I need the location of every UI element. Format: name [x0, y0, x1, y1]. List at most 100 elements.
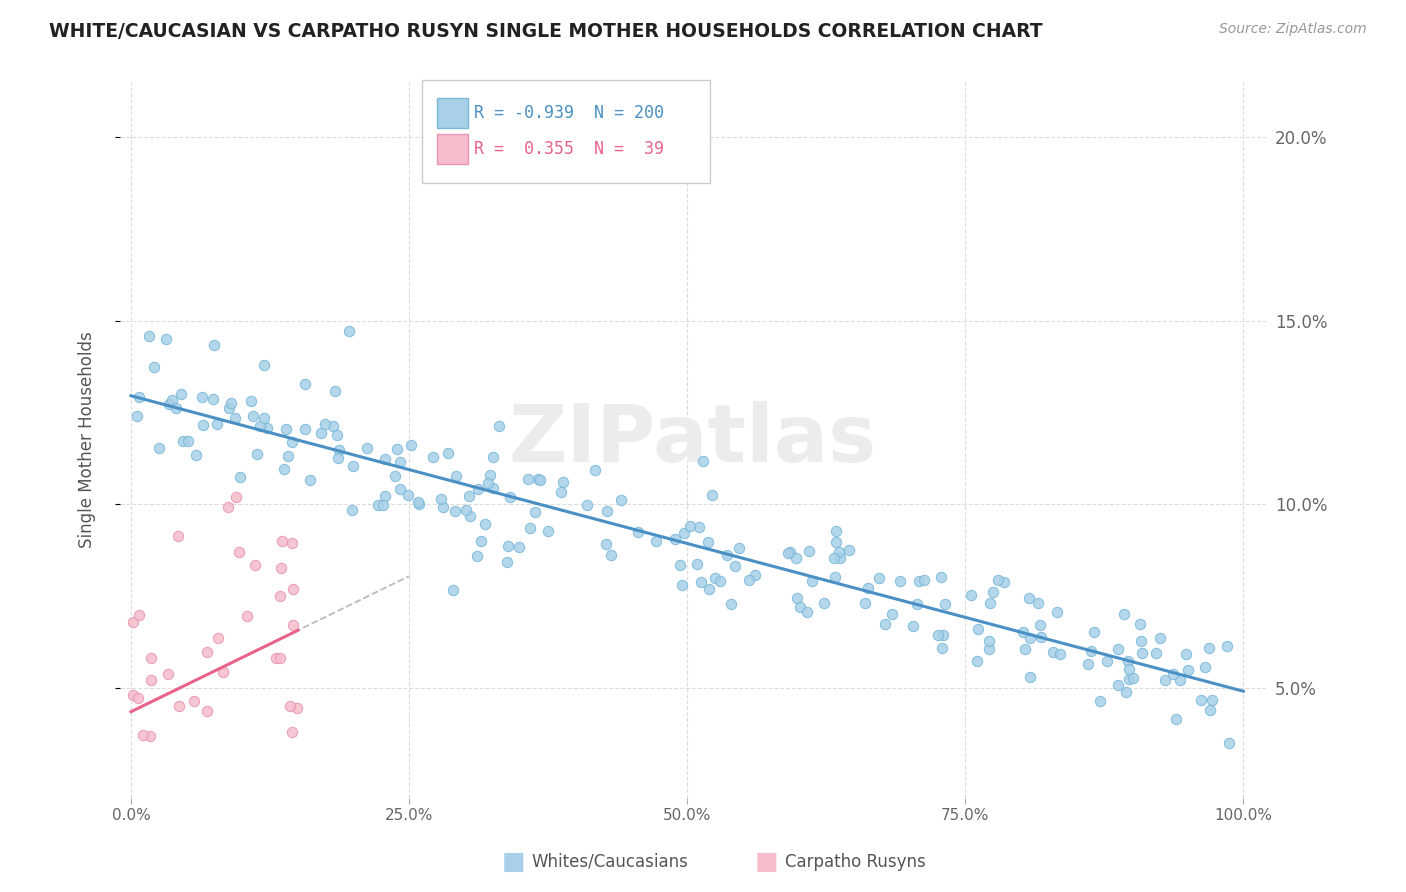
Point: [553, 475, 575, 489]
Point: [778, 546, 800, 560]
Point: [225, 490, 247, 504]
Point: [1018, 670, 1040, 684]
Text: ■: ■: [502, 850, 524, 873]
Point: [1164, 713, 1187, 727]
Point: [245, 558, 267, 572]
Point: [246, 448, 269, 462]
Point: [139, 673, 162, 687]
Point: [264, 651, 287, 665]
Point: [987, 573, 1010, 587]
Point: [785, 550, 807, 565]
Point: [744, 567, 766, 582]
Point: [1095, 654, 1118, 668]
Point: [966, 654, 988, 668]
Point: [408, 497, 430, 511]
Point: [1115, 685, 1137, 699]
Point: [679, 519, 702, 533]
Point: [1077, 657, 1099, 671]
Point: [474, 517, 496, 532]
Point: [993, 574, 1015, 589]
Point: [600, 548, 623, 562]
Point: [1107, 678, 1129, 692]
Point: [873, 617, 896, 632]
Point: [1118, 662, 1140, 676]
Text: ZIPatlas: ZIPatlas: [509, 401, 877, 479]
Point: [388, 455, 411, 469]
Point: [128, 608, 150, 623]
Point: [481, 481, 503, 495]
Point: [165, 401, 187, 415]
Point: [256, 421, 278, 435]
Point: [177, 434, 200, 449]
Point: [934, 597, 956, 611]
Point: [155, 332, 177, 346]
Text: R =  0.355  N =  39: R = 0.355 N = 39: [474, 140, 664, 158]
Point: [1012, 624, 1035, 639]
Point: [524, 506, 547, 520]
Text: Carpatho Rusyns: Carpatho Rusyns: [785, 853, 925, 871]
Point: [228, 470, 250, 484]
Point: [389, 483, 412, 497]
Point: [931, 640, 953, 655]
Point: [1049, 647, 1071, 661]
Point: [127, 691, 149, 706]
Point: [779, 545, 801, 559]
Point: [477, 475, 499, 490]
Point: [221, 396, 243, 410]
Point: [183, 694, 205, 708]
Point: [880, 607, 903, 622]
Point: [129, 809, 152, 823]
Point: [1080, 643, 1102, 657]
Point: [669, 558, 692, 573]
Point: [1046, 605, 1069, 619]
Point: [536, 524, 558, 538]
Point: [299, 473, 322, 487]
Point: [225, 809, 247, 823]
Point: [508, 541, 530, 555]
Point: [482, 450, 505, 465]
Point: [527, 473, 550, 487]
Point: [824, 524, 846, 539]
Point: [184, 448, 207, 462]
Point: [689, 575, 711, 590]
Point: [128, 391, 150, 405]
Point: [671, 578, 693, 592]
Point: [479, 467, 502, 482]
Point: [576, 498, 599, 512]
Point: [977, 641, 1000, 656]
Point: [195, 645, 218, 659]
Point: [281, 582, 304, 596]
Point: [1161, 667, 1184, 681]
Point: [314, 417, 336, 432]
Point: [432, 500, 454, 514]
Point: [371, 498, 394, 512]
Point: [458, 489, 481, 503]
Point: [470, 533, 492, 548]
Point: [240, 393, 263, 408]
Point: [685, 557, 707, 571]
Point: [789, 600, 811, 615]
Point: [270, 561, 292, 575]
Point: [167, 529, 190, 543]
Point: [868, 571, 890, 585]
Point: [1083, 624, 1105, 639]
Point: [202, 809, 225, 823]
Point: [342, 459, 364, 474]
Point: [122, 615, 145, 630]
Point: [309, 426, 332, 441]
Point: [853, 596, 876, 610]
Point: [907, 574, 929, 588]
Point: [737, 574, 759, 588]
Point: [356, 441, 378, 455]
Text: Whites/Caucasians: Whites/Caucasians: [531, 853, 689, 871]
Point: [384, 468, 406, 483]
Point: [1129, 616, 1152, 631]
Point: [1216, 640, 1239, 654]
Point: [249, 419, 271, 434]
Point: [269, 650, 291, 665]
Point: [824, 570, 846, 584]
Point: [981, 585, 1004, 599]
Point: [673, 526, 696, 541]
Point: [281, 435, 304, 450]
Point: [519, 521, 541, 535]
